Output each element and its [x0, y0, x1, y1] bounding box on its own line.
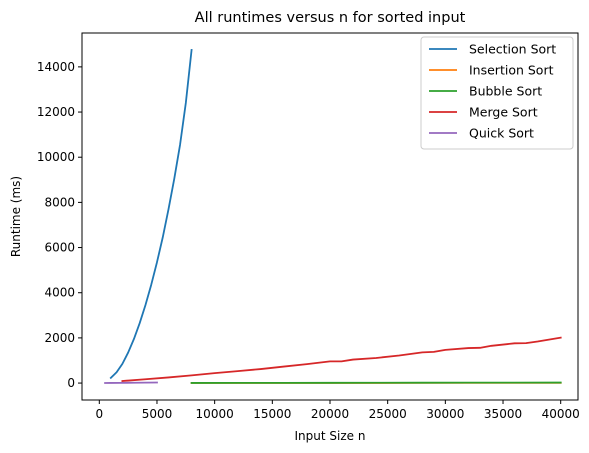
legend-label-bubble-sort: Bubble Sort [469, 84, 542, 99]
y-tick-label: 12000 [37, 105, 75, 119]
legend: Selection Sort Insertion Sort Bubble Sort M… [420, 36, 574, 150]
y-tick-label: 4000 [44, 286, 75, 300]
x-tick-label: 20000 [311, 407, 349, 421]
series-line-selection-sort [109, 48, 193, 380]
x-axis-title: Input Size n [295, 429, 366, 443]
x-tick-label: 15000 [253, 407, 291, 421]
y-tick-label: 8000 [44, 195, 75, 209]
y-axis-title: Runtime (ms) [9, 176, 23, 257]
x-tick-label: 40000 [542, 407, 580, 421]
y-tick-label: 14000 [37, 60, 75, 74]
legend-label-insertion-sort: Insertion Sort [469, 63, 554, 78]
y-tick-label: 2000 [44, 331, 75, 345]
x-tick-label: 25000 [369, 407, 407, 421]
legend-label-merge-sort: Merge Sort [469, 105, 538, 120]
x-tick-label: 30000 [426, 407, 464, 421]
y-tick-label: 6000 [44, 241, 75, 255]
y-tick-label: 10000 [37, 150, 75, 164]
axes: 0 5000 10000 15000 20000 25000 30000 35000 40000… [37, 32, 580, 421]
plot-area [104, 48, 562, 384]
chart-title: All runtimes versus n for sorted input [195, 10, 466, 26]
x-tick-label: 0 [95, 407, 103, 421]
legend-box [420, 36, 574, 150]
x-tick-label: 5000 [142, 407, 173, 421]
series-line-merge-sort [121, 336, 562, 382]
x-tick-label: 35000 [484, 407, 522, 421]
x-tick-label: 10000 [196, 407, 234, 421]
legend-label-selection-sort: Selection Sort [469, 42, 556, 57]
y-tick-label: 0 [67, 376, 75, 390]
legend-label-quick-sort: Quick Sort [469, 126, 534, 141]
